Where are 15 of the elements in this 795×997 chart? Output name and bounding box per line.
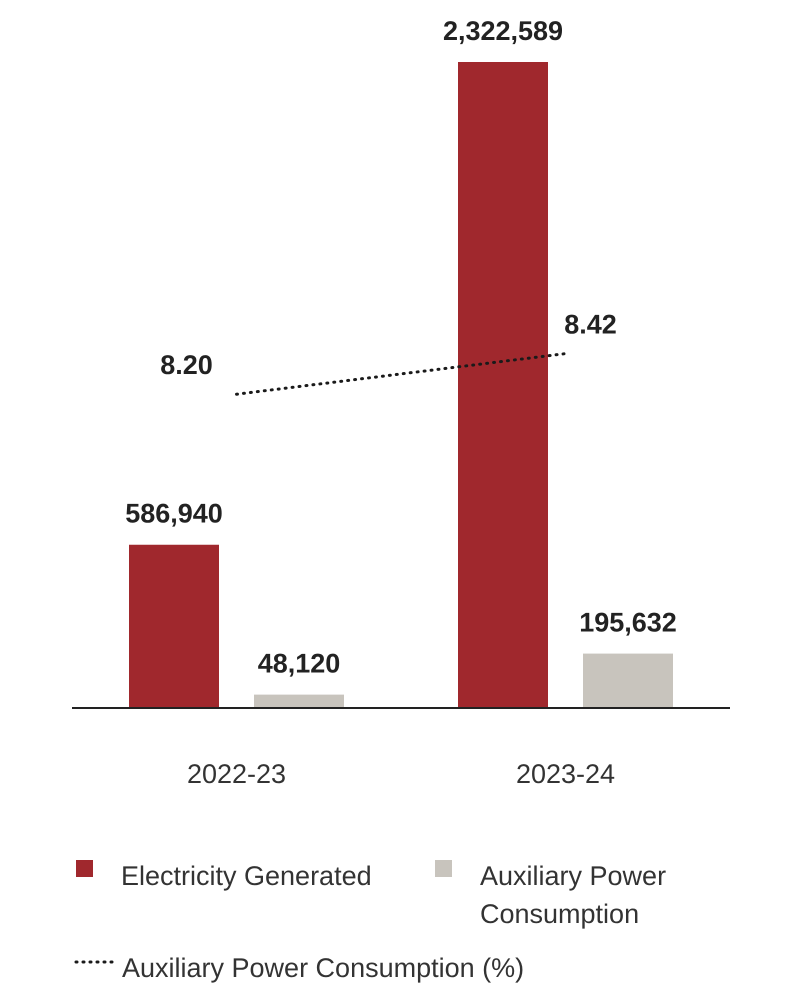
data-label: 586,940	[125, 498, 223, 529]
data-label: 8.20	[160, 350, 213, 380]
data-label: 8.42	[564, 310, 617, 340]
bar	[254, 694, 344, 708]
x-tick-label: 2022-23	[186, 759, 286, 789]
data-label: 48,120	[258, 648, 340, 679]
data-label: 2,322,589	[442, 16, 564, 46]
data-label: 195,632	[579, 608, 677, 638]
bar	[129, 544, 219, 708]
legend-label: Auxiliary Power Consumption	[480, 861, 666, 929]
x-tick-label: 2023-24	[516, 759, 616, 789]
bar	[458, 62, 548, 708]
legend-label: Electricity Generated	[121, 861, 372, 891]
legend-label: Auxiliary Power Consumption (%)	[122, 953, 524, 983]
bar	[583, 654, 673, 708]
